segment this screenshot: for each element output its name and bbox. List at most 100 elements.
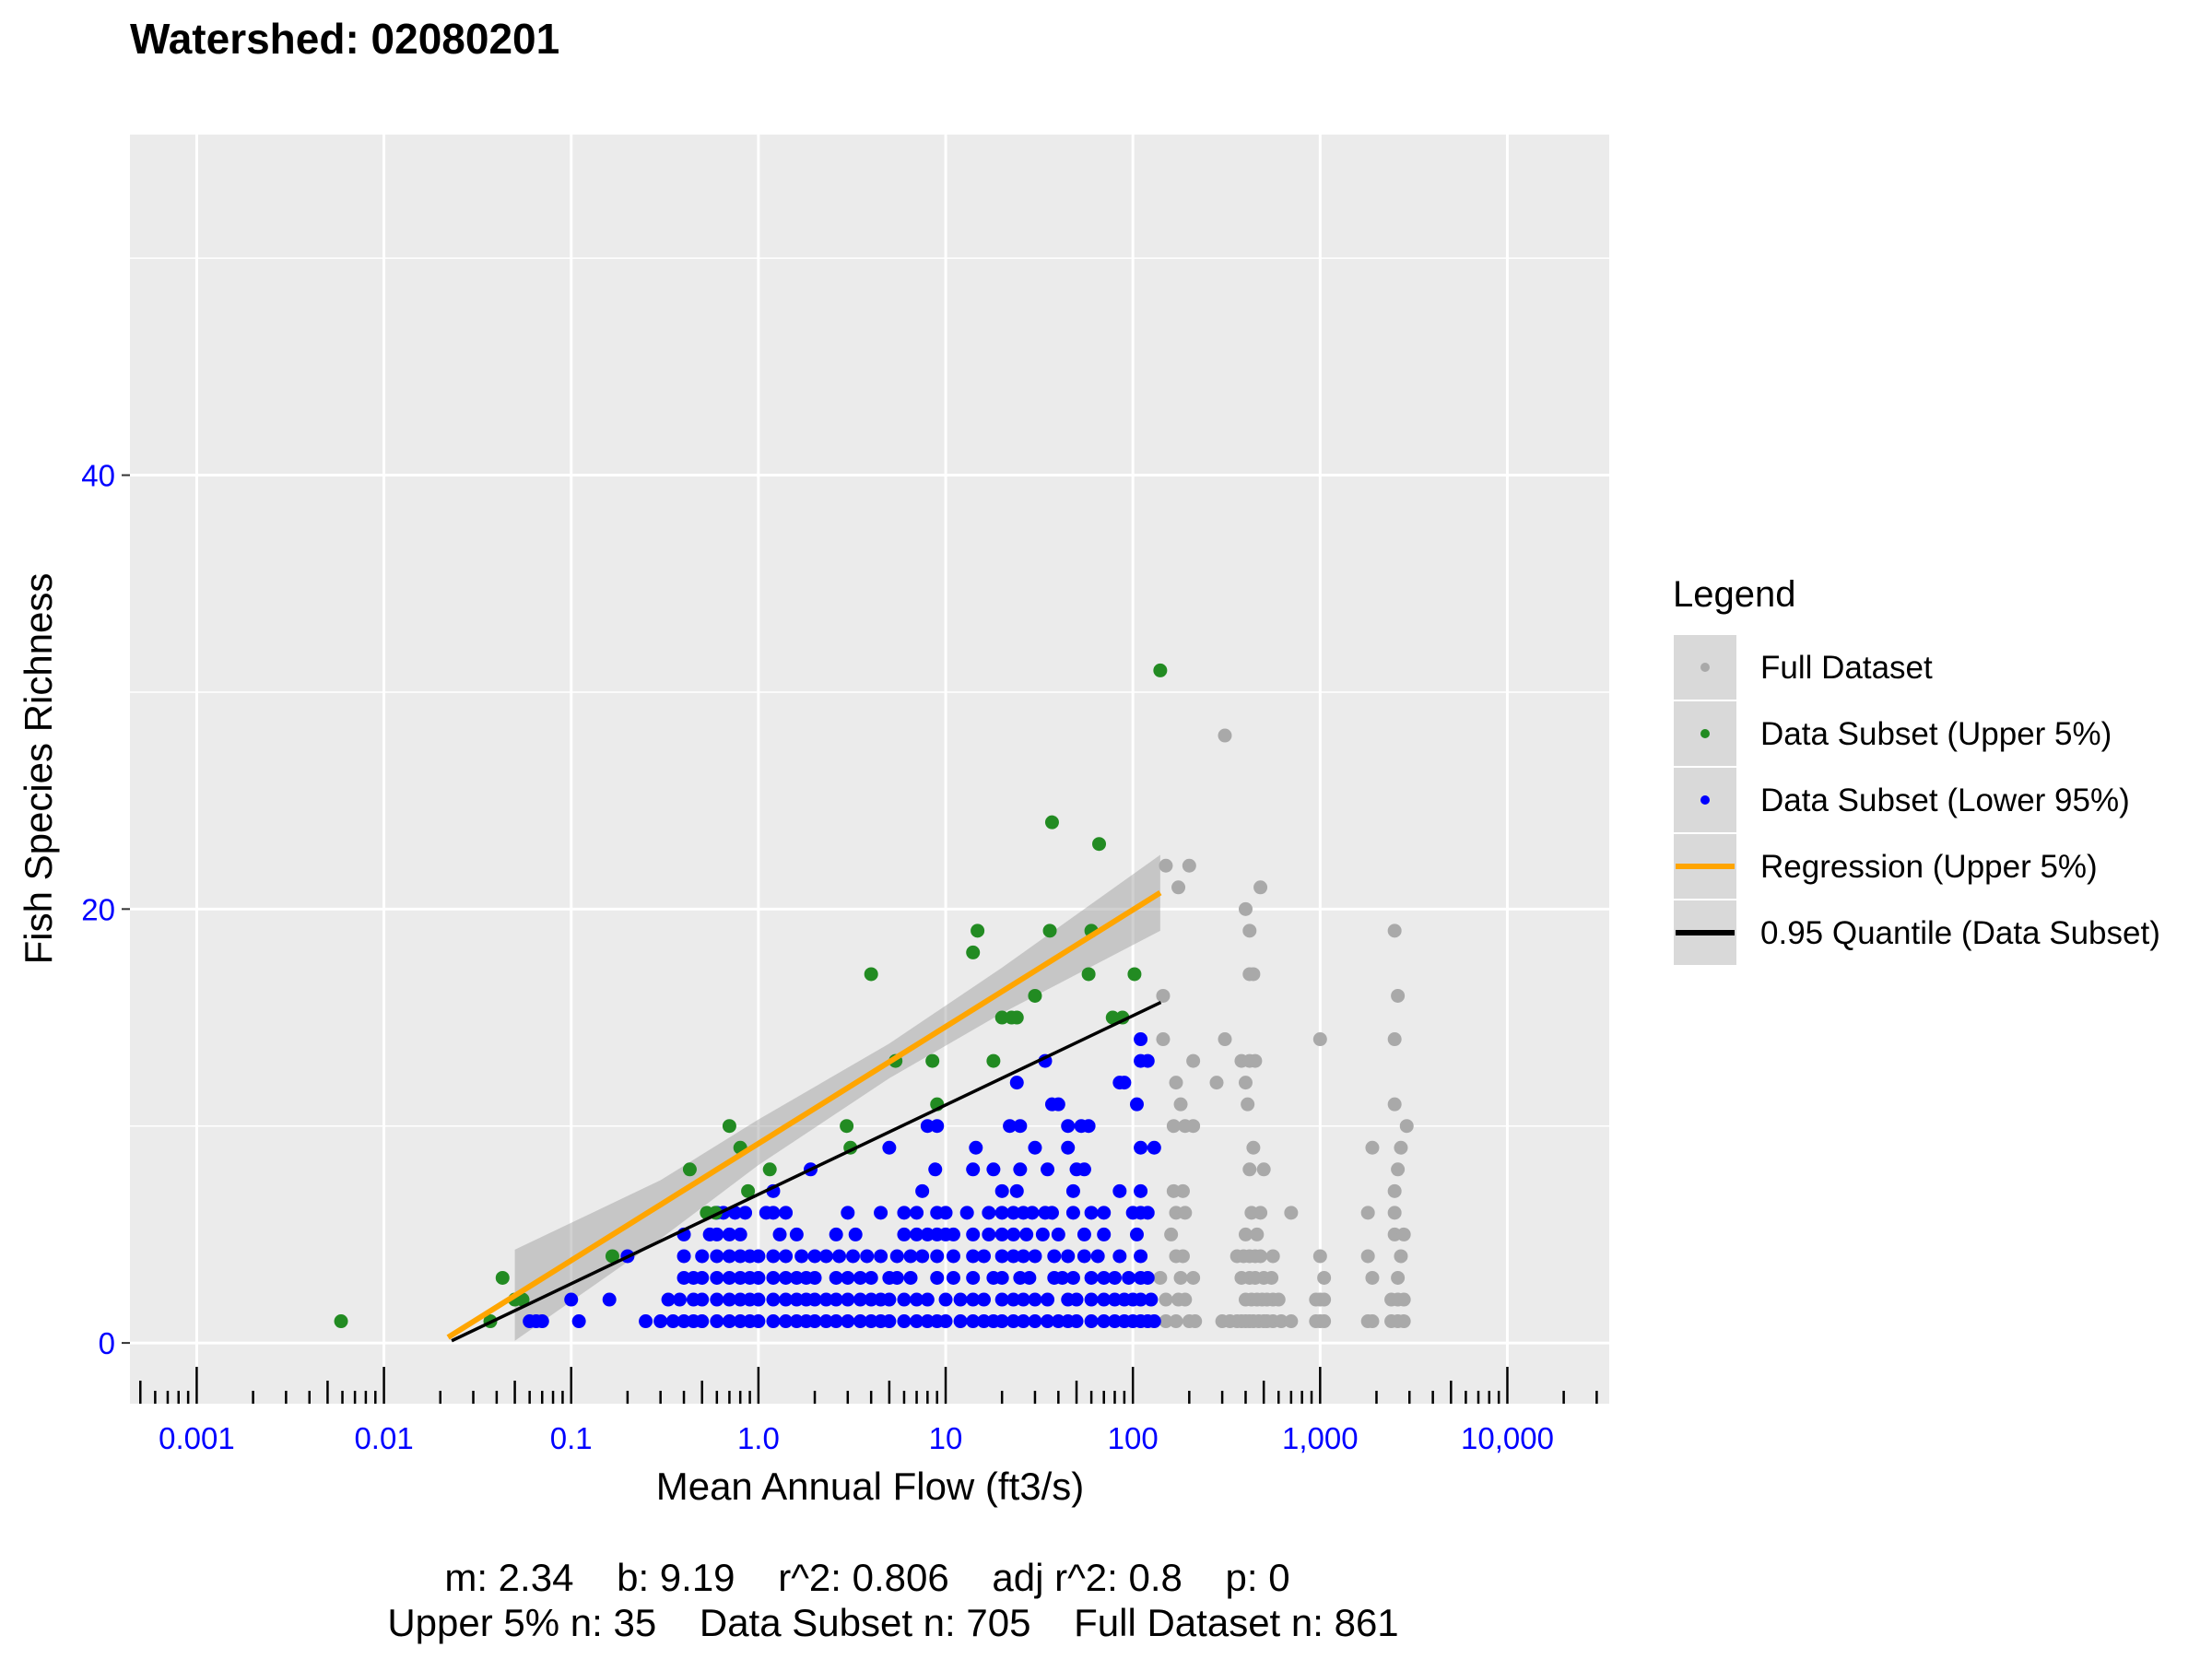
point-upper-5: [1092, 837, 1107, 852]
point-lower-95: [1122, 1270, 1136, 1285]
point-lower-95: [994, 1249, 1009, 1264]
point-lower-95: [994, 1183, 1009, 1198]
point-lower-95: [853, 1314, 867, 1329]
point-lower-95: [966, 1162, 981, 1177]
x-tick-label: 10: [929, 1421, 963, 1455]
point-lower-95: [829, 1314, 843, 1329]
point-full-dataset: [1159, 1292, 1173, 1307]
point-lower-95: [779, 1206, 794, 1220]
point-lower-95: [789, 1227, 804, 1241]
point-lower-95: [1112, 1183, 1127, 1198]
point-full-dataset: [1391, 988, 1406, 1003]
point-full-dataset: [1253, 880, 1268, 895]
point-full-dataset: [1360, 1249, 1375, 1264]
point-lower-95: [751, 1249, 766, 1264]
point-full-dataset: [1391, 1162, 1406, 1177]
point-upper-5: [334, 1314, 348, 1329]
point-full-dataset: [1182, 858, 1196, 873]
point-full-dataset: [1175, 1249, 1190, 1264]
point-lower-95: [779, 1270, 794, 1285]
x-tick-label: 1,000: [1282, 1421, 1359, 1455]
point-lower-95: [1134, 1292, 1148, 1307]
x-tick-label: 1.0: [737, 1421, 780, 1455]
point-lower-95: [1084, 1314, 1099, 1329]
point-full-dataset: [1360, 1206, 1375, 1220]
regression-line: [446, 890, 1162, 1340]
x-tick-label: 0.1: [550, 1421, 593, 1455]
point-lower-95: [1006, 1314, 1021, 1329]
point-lower-95: [639, 1314, 653, 1329]
point-full-dataset: [1186, 1119, 1201, 1134]
point-lower-95: [695, 1292, 710, 1307]
point-lower-95: [766, 1314, 781, 1329]
point-lower-95: [695, 1270, 710, 1285]
point-lower-95: [1041, 1162, 1055, 1177]
point-lower-95: [733, 1270, 747, 1285]
point-lower-95: [1051, 1097, 1065, 1112]
point-full-dataset: [1317, 1314, 1332, 1329]
point-lower-95: [1065, 1270, 1080, 1285]
point-upper-5: [722, 1119, 736, 1134]
point-lower-95: [571, 1314, 586, 1329]
point-full-dataset: [1186, 1270, 1201, 1285]
point-lower-95: [1016, 1249, 1030, 1264]
x-tick-label: 0.01: [354, 1421, 413, 1455]
point-lower-95: [889, 1249, 904, 1264]
point-upper-5: [994, 1010, 1009, 1025]
point-lower-95: [807, 1249, 822, 1264]
point-lower-95: [966, 1270, 981, 1285]
point-full-dataset: [1284, 1206, 1299, 1220]
point-full-dataset: [1169, 1076, 1183, 1090]
x-tick-label: 0.001: [159, 1421, 235, 1455]
point-lower-95: [882, 1140, 897, 1155]
point-full-dataset: [1159, 858, 1173, 873]
point-upper-5: [840, 1119, 854, 1134]
point-lower-95: [832, 1249, 847, 1264]
tick-labels: 0.001 0.01 0.1 1.0 10 100 1,000 10,000 0 20 40: [81, 459, 1554, 1455]
point-lower-95: [1144, 1292, 1159, 1307]
point-lower-95: [710, 1249, 724, 1264]
point-full-dataset: [1399, 1119, 1414, 1134]
point-full-dataset: [1396, 1314, 1411, 1329]
point-lower-95: [976, 1292, 991, 1307]
point-lower-95: [829, 1292, 843, 1307]
legend-label: Full Dataset: [1760, 650, 1933, 686]
point-full-dataset: [1175, 1183, 1190, 1198]
legend-key: [1672, 700, 1738, 768]
x-tick-label: 10,000: [1461, 1421, 1554, 1455]
point-lower-95: [930, 1119, 945, 1134]
point-lower-95: [841, 1206, 855, 1220]
point-lower-95: [1028, 1314, 1042, 1329]
point-lower-95: [733, 1227, 747, 1241]
point-lower-95: [982, 1206, 996, 1220]
point-lower-95: [1129, 1227, 1144, 1241]
point-lower-95: [1041, 1314, 1055, 1329]
point-lower-95: [969, 1140, 983, 1155]
point-lower-95: [920, 1227, 935, 1241]
legend-point-swatch: [1700, 663, 1710, 672]
legend-label: Data Subset (Lower 95%): [1760, 782, 2130, 818]
point-lower-95: [789, 1314, 804, 1329]
point-full-dataset: [1365, 1140, 1380, 1155]
point-lower-95: [1009, 1076, 1024, 1090]
point-lower-95: [882, 1314, 897, 1329]
point-lower-95: [1097, 1227, 1112, 1241]
point-upper-5: [495, 1270, 510, 1285]
point-lower-95: [986, 1162, 1001, 1177]
point-full-dataset: [1218, 1032, 1232, 1047]
point-lower-95: [766, 1292, 781, 1307]
point-lower-95: [1084, 1206, 1099, 1220]
point-full-dataset: [1164, 1227, 1179, 1241]
point-lower-95: [1084, 1292, 1099, 1307]
point-full-dataset: [1365, 1314, 1380, 1329]
point-lower-95: [946, 1249, 960, 1264]
point-lower-95: [1117, 1076, 1132, 1090]
point-lower-95: [853, 1292, 867, 1307]
point-lower-95: [733, 1249, 747, 1264]
point-lower-95: [1097, 1314, 1112, 1329]
point-lower-95: [910, 1206, 924, 1220]
point-upper-5: [1127, 967, 1142, 982]
point-full-dataset: [1169, 1314, 1183, 1329]
point-full-dataset: [1271, 1292, 1286, 1307]
point-lower-95: [710, 1270, 724, 1285]
